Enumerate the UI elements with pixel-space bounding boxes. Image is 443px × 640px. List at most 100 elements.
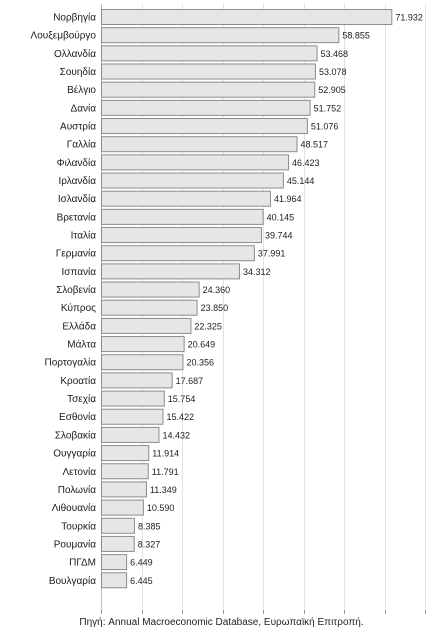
bar: [101, 245, 255, 262]
bar: [101, 27, 340, 44]
bar: [101, 408, 164, 425]
category-label: Γαλλία: [67, 139, 97, 151]
value-label: 20.356: [186, 358, 214, 368]
category-label: Λετονία: [62, 466, 96, 478]
value-label: 46.423: [292, 158, 320, 168]
category-label: Πολωνία: [58, 484, 96, 496]
value-label: 11.349: [150, 485, 177, 495]
value-label: 23.850: [201, 303, 229, 313]
category-label: ΠΓΔΜ: [69, 558, 96, 569]
category-label: Ουγγαρία: [53, 448, 96, 460]
category-label: Ιταλία: [71, 230, 97, 242]
category-label: Βουλγαρία: [49, 575, 96, 587]
bar: [101, 481, 147, 498]
value-label: 41.964: [274, 194, 302, 204]
value-label: 11.914: [152, 449, 179, 459]
category-label: Ισπανία: [62, 266, 97, 278]
value-label: 17.687: [176, 376, 204, 386]
bar: [101, 317, 192, 334]
category-label: Πορτογαλία: [45, 357, 97, 369]
category-label: Ολλανδία: [54, 48, 96, 60]
bar: [101, 190, 271, 207]
bar: [101, 426, 160, 443]
value-label: 52.905: [318, 85, 346, 95]
source-note: Πηγή: Annual Macroeconomic Database, Ευρ…: [79, 617, 364, 628]
value-label: 37.991: [258, 249, 286, 259]
category-label: Ισλανδία: [58, 193, 96, 205]
category-label: Ρουμανία: [54, 538, 96, 550]
value-label: 8.385: [138, 521, 161, 531]
bar: [101, 372, 173, 389]
category-label: Βέλγιο: [67, 84, 96, 96]
bar: [101, 154, 290, 171]
value-label: 39.744: [265, 231, 293, 241]
bar: [101, 572, 128, 589]
category-labels: Νορβηγία Λουξεμβούργο Ολλανδία Σουηδία Βέλγι…: [31, 12, 97, 587]
value-labels: 71.932 58.855 53.468 53.078 52.905 51.752 51.0…: [130, 13, 423, 586]
value-label: 24.360: [203, 285, 231, 295]
value-label: 11.791: [152, 467, 179, 477]
bar: [101, 463, 149, 480]
category-label: Λιθουανία: [52, 502, 96, 514]
bar: [101, 535, 135, 552]
category-label: Τσεχία: [67, 393, 96, 405]
category-label: Κύπρος: [61, 302, 96, 314]
value-label: 15.422: [166, 412, 194, 422]
bar: [101, 517, 135, 534]
category-label: Βρετανία: [57, 211, 97, 223]
value-label: 48.517: [300, 140, 328, 150]
value-label: 53.078: [319, 67, 347, 77]
category-label: Μάλτα: [67, 339, 96, 351]
bar: [101, 81, 316, 98]
bar: [101, 63, 316, 80]
category-label: Τουρκία: [61, 520, 96, 532]
category-label: Σλοβενία: [56, 284, 96, 296]
value-label: 40.145: [267, 212, 295, 222]
value-label: 51.752: [314, 103, 342, 113]
category-label: Ελλάδα: [62, 320, 96, 332]
bar: [101, 554, 128, 571]
value-label: 10.590: [147, 503, 175, 513]
bar: [101, 136, 298, 153]
bar: [101, 299, 198, 316]
value-label: 58.855: [342, 31, 370, 41]
bar: [101, 499, 144, 516]
category-label: Εσθονία: [59, 411, 96, 423]
bars: [101, 9, 393, 589]
value-label: 71.932: [395, 13, 423, 23]
bar: [101, 354, 184, 371]
value-label: 20.649: [188, 340, 216, 350]
category-label: Λουξεμβούργο: [31, 30, 97, 42]
bar: [101, 45, 318, 62]
category-label: Αυστρία: [60, 121, 96, 133]
value-label: 6.445: [130, 576, 153, 586]
bar: [101, 263, 240, 280]
value-label: 53.468: [321, 49, 349, 59]
value-label: 15.754: [168, 394, 196, 404]
value-label: 14.432: [162, 430, 190, 440]
bar: [101, 172, 284, 189]
bar: [101, 336, 185, 353]
value-label: 22.325: [194, 321, 222, 331]
bar: [101, 118, 308, 135]
value-label: 45.144: [287, 176, 315, 186]
category-label: Γερμανία: [56, 248, 96, 260]
category-label: Δανία: [71, 102, 97, 114]
value-label: 34.312: [243, 267, 271, 277]
category-label: Φιλανδία: [57, 157, 97, 169]
bar: [101, 99, 311, 116]
bar: [101, 208, 264, 225]
bar: [101, 445, 150, 462]
bar: [101, 9, 393, 25]
category-label: Κροατία: [60, 375, 96, 387]
category-label: Νορβηγία: [53, 12, 96, 24]
bar: [101, 390, 165, 407]
category-label: Σουηδία: [60, 66, 97, 78]
value-label: 51.076: [311, 122, 339, 132]
category-label: Σλοβακία: [55, 429, 96, 441]
bar: [101, 281, 200, 298]
value-label: 6.449: [130, 558, 153, 568]
bar: [101, 227, 262, 244]
category-label: Ιρλανδία: [59, 175, 97, 187]
